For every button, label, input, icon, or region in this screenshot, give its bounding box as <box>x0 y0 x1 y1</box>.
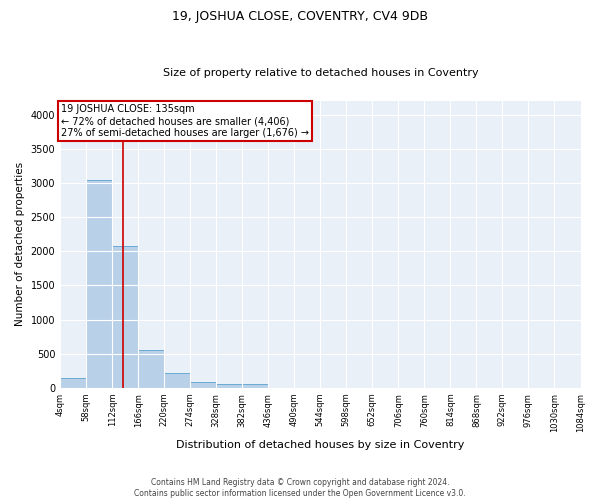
Y-axis label: Number of detached properties: Number of detached properties <box>15 162 25 326</box>
Bar <box>138 350 164 388</box>
Bar <box>242 384 268 388</box>
X-axis label: Distribution of detached houses by size in Coventry: Distribution of detached houses by size … <box>176 440 464 450</box>
Bar <box>216 384 242 388</box>
Bar <box>86 180 112 388</box>
Title: Size of property relative to detached houses in Coventry: Size of property relative to detached ho… <box>163 68 478 78</box>
Bar <box>60 378 86 388</box>
Bar <box>112 246 138 388</box>
Bar <box>164 374 190 388</box>
Text: 19 JOSHUA CLOSE: 135sqm
← 72% of detached houses are smaller (4,406)
27% of semi: 19 JOSHUA CLOSE: 135sqm ← 72% of detache… <box>61 104 309 138</box>
Bar <box>190 382 216 388</box>
Text: 19, JOSHUA CLOSE, COVENTRY, CV4 9DB: 19, JOSHUA CLOSE, COVENTRY, CV4 9DB <box>172 10 428 23</box>
Text: Contains HM Land Registry data © Crown copyright and database right 2024.
Contai: Contains HM Land Registry data © Crown c… <box>134 478 466 498</box>
